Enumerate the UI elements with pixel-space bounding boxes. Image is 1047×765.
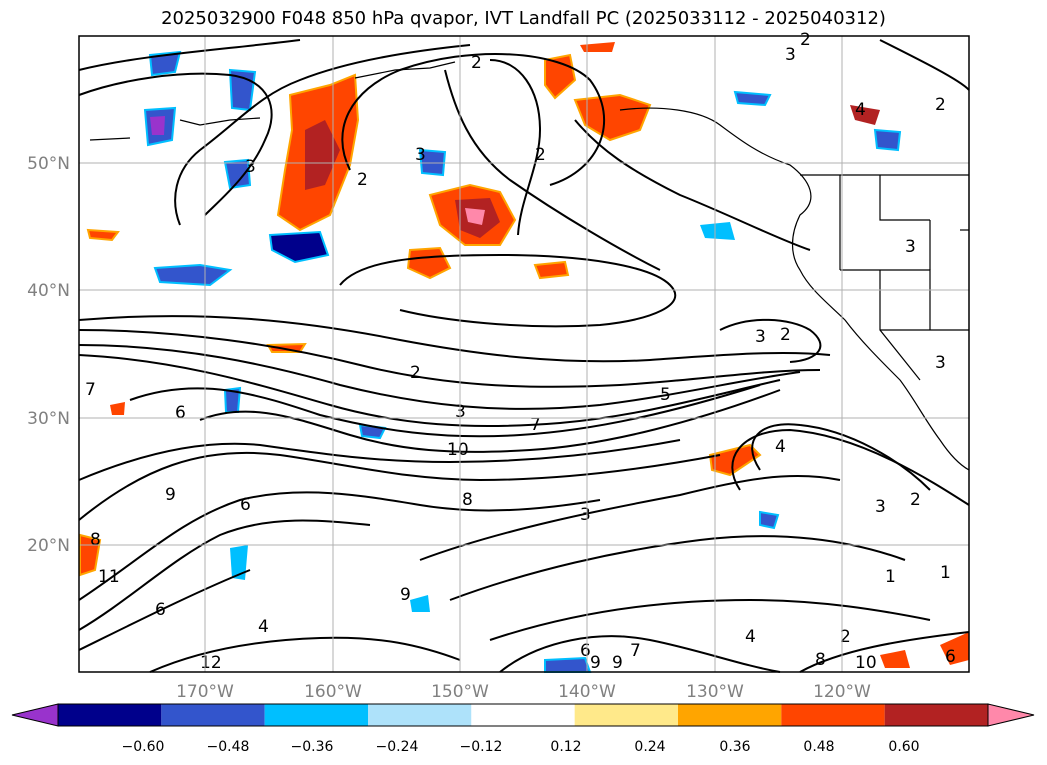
colorbar-tick-label: 0.36 <box>719 739 750 755</box>
contour-label: 3 <box>755 327 766 347</box>
contour-label: 8 <box>90 530 101 550</box>
contour-label: 2 <box>935 95 946 115</box>
colorbar-block <box>264 704 368 726</box>
contour-label: 2 <box>840 627 851 647</box>
lat-label-50n: 50°N <box>27 154 70 174</box>
longitude-labels: 170°W 160°W 150°W 140°W 130°W 120°W <box>176 682 871 702</box>
contour-label: 8 <box>462 490 473 510</box>
lon-label-150w: 150°W <box>431 682 489 702</box>
lat-label-30n: 30°N <box>27 409 70 429</box>
contour-label: 2 <box>357 170 368 190</box>
contour-label: 10 <box>855 653 877 673</box>
colorbar-frame <box>57 703 989 727</box>
colorbar-block <box>161 704 265 726</box>
latitude-labels: 50°N 40°N 30°N 20°N <box>27 154 70 556</box>
colorbar-block <box>58 704 162 726</box>
contour-label: 3 <box>580 505 591 525</box>
lon-label-170w: 170°W <box>176 682 234 702</box>
colorbar-block <box>368 704 472 726</box>
contour-label: 9 <box>612 653 623 673</box>
colorbar-block <box>574 704 678 726</box>
gridlines <box>79 36 969 672</box>
colorbar-tick-label: −0.48 <box>207 739 250 755</box>
contour-label: 4 <box>745 627 756 647</box>
colorbar-extend-low <box>11 703 59 727</box>
contour-label: 7 <box>530 415 541 435</box>
ivt-contours <box>78 39 970 673</box>
colorbar-tick-label: 0.48 <box>803 739 834 755</box>
contour-label: 4 <box>258 617 269 637</box>
map-frame <box>78 35 970 673</box>
contour-label: 3 <box>415 145 426 165</box>
contour-label: 6 <box>155 600 166 620</box>
contour-label: 2 <box>471 53 482 73</box>
contour-label: 2 <box>800 30 811 50</box>
contour-label: 7 <box>85 380 96 400</box>
colorbar-block <box>471 704 575 726</box>
colorbar-tick-label: −0.12 <box>460 739 503 755</box>
colorbar-extend-high <box>987 703 1035 727</box>
colorbar-tick-label: 0.24 <box>634 739 665 755</box>
contour-label: 3 <box>785 45 796 65</box>
contour-label: 6 <box>580 641 591 661</box>
contour-label: 6 <box>945 647 956 667</box>
positive-anomaly-shading <box>79 42 969 668</box>
lon-label-120w: 120°W <box>813 682 871 702</box>
colorbar-block <box>781 704 885 726</box>
contour-label: 3 <box>905 237 916 257</box>
contour-label: 4 <box>855 100 866 120</box>
lon-label-130w: 130°W <box>686 682 744 702</box>
coastlines <box>89 61 970 471</box>
contour-label: 11 <box>98 567 120 587</box>
lat-label-20n: 20°N <box>27 536 70 556</box>
contour-label: 3 <box>245 157 256 177</box>
contour-label: 6 <box>240 495 251 515</box>
lon-label-160w: 160°W <box>304 682 362 702</box>
contour-label: 3 <box>935 353 946 373</box>
colorbar-tick-labels: −0.60 −0.48 −0.36 −0.24 −0.12 0.12 0.24 … <box>122 739 920 755</box>
map-title: 2025032900 F048 850 hPa qvapor, IVT Land… <box>161 8 886 29</box>
contour-label: 1 <box>885 567 896 587</box>
contour-label: 9 <box>590 653 601 673</box>
contour-label: 9 <box>400 585 411 605</box>
lat-label-40n: 40°N <box>27 281 70 301</box>
colorbar-block <box>884 704 988 726</box>
colorbar: −0.60 −0.48 −0.36 −0.24 −0.12 0.12 0.24 … <box>11 703 1035 755</box>
contour-label: 2 <box>410 363 421 383</box>
colorbar-tick-label: −0.60 <box>122 739 165 755</box>
contour-label: 5 <box>660 385 671 405</box>
colorbar-tick-label: 0.12 <box>550 739 581 755</box>
contour-label: 6 <box>175 403 186 423</box>
negative-anomaly-shading <box>143 50 902 673</box>
contour-label: 2 <box>535 145 546 165</box>
contour-label: 4 <box>775 437 786 457</box>
colorbar-tick-label: 0.60 <box>888 739 919 755</box>
colorbar-blocks <box>11 703 1035 727</box>
contour-label: 7 <box>630 641 641 661</box>
contour-label: 9 <box>165 485 176 505</box>
contour-label: 10 <box>447 440 469 460</box>
contour-label: 3 <box>875 497 886 517</box>
contour-label: 1 <box>940 563 951 583</box>
lon-label-140w: 140°W <box>558 682 616 702</box>
colorbar-tick-label: −0.36 <box>291 739 334 755</box>
colorbar-tick-label: −0.24 <box>376 739 419 755</box>
contour-label: 2 <box>910 490 921 510</box>
contour-label: 12 <box>200 653 222 673</box>
colorbar-block <box>678 704 782 726</box>
contour-label: 2 <box>780 325 791 345</box>
contour-label: 8 <box>815 650 826 670</box>
